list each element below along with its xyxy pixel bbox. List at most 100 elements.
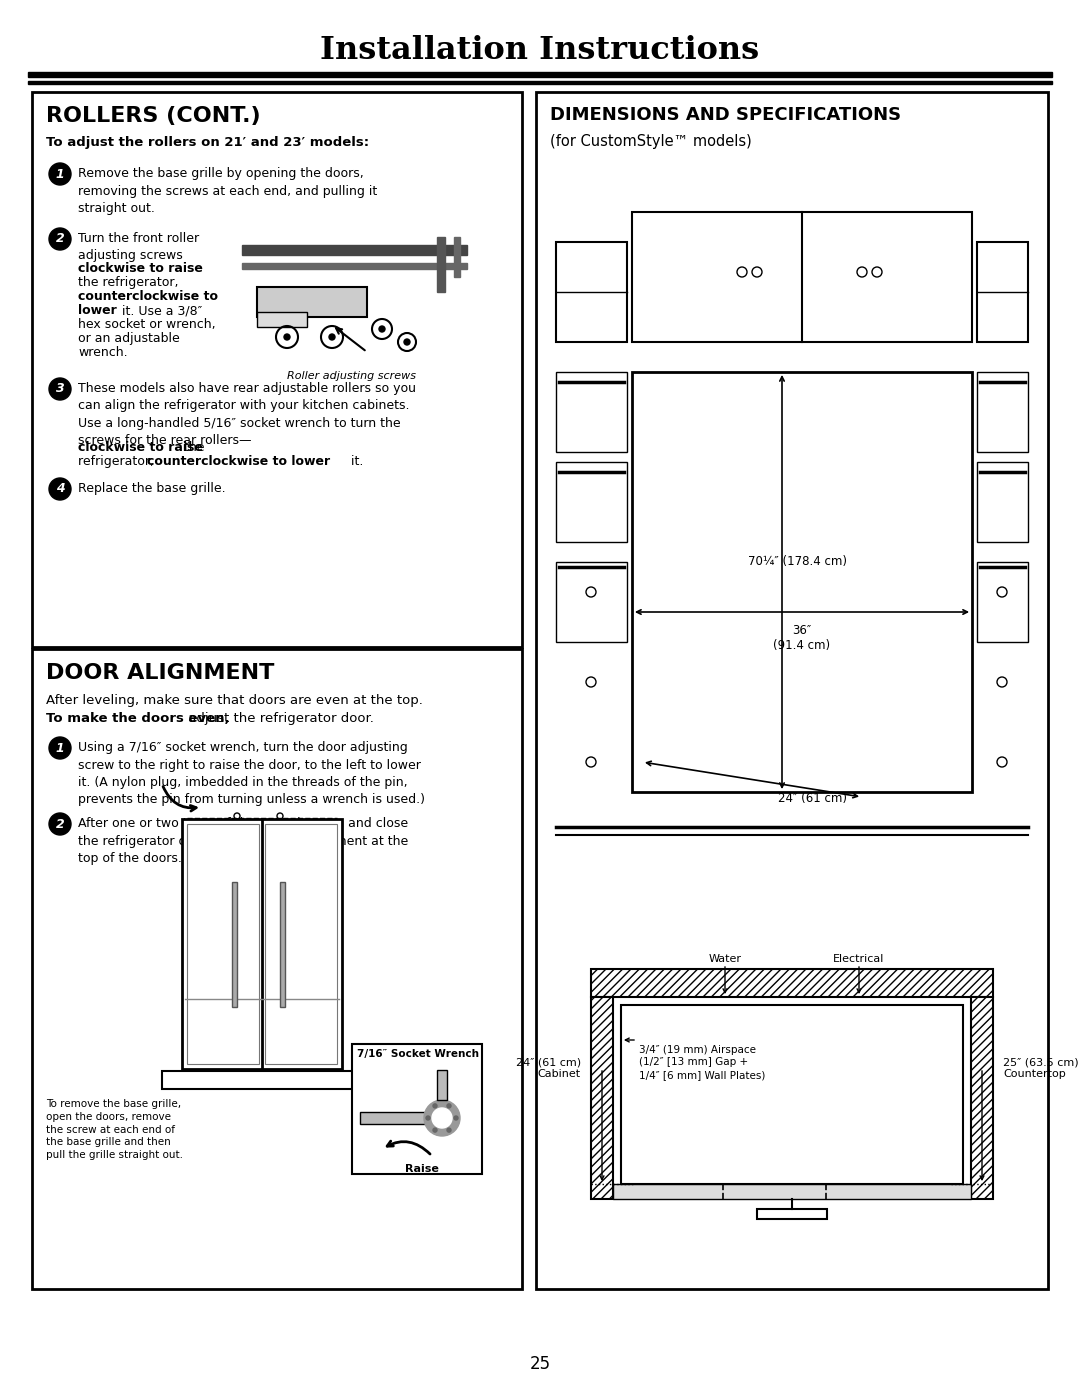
Text: the: the: [180, 441, 204, 454]
Text: Using a 7/16″ socket wrench, turn the door adjusting
screw to the right to raise: Using a 7/16″ socket wrench, turn the do…: [78, 740, 426, 806]
Bar: [280, 882, 285, 1007]
Text: 3/4″ (19 mm) Airspace
(1/2″ [13 mm] Gap +
1/4″ [6 mm] Wall Plates): 3/4″ (19 mm) Airspace (1/2″ [13 mm] Gap …: [639, 1045, 766, 1080]
Bar: [32, 92, 522, 647]
Text: Installation Instructions: Installation Instructions: [321, 35, 759, 66]
Bar: [591, 970, 993, 997]
Bar: [556, 562, 627, 643]
Text: DOOR ALIGNMENT: DOOR ALIGNMENT: [46, 664, 274, 683]
Circle shape: [424, 1099, 460, 1136]
Circle shape: [329, 334, 335, 339]
Text: Electrical: Electrical: [834, 954, 885, 964]
Text: These models also have rear adjustable rollers so you
can align the refrigerator: These models also have rear adjustable r…: [78, 381, 416, 447]
Text: 2: 2: [56, 232, 65, 246]
Bar: [977, 372, 1028, 453]
Text: 7/16″ Socket Wrench: 7/16″ Socket Wrench: [357, 1049, 480, 1059]
Bar: [632, 372, 972, 792]
Bar: [232, 882, 237, 1007]
Bar: [32, 650, 522, 1289]
Text: Remove the base grille by opening the doors,
removing the screws at each end, an: Remove the base grille by opening the do…: [78, 168, 377, 215]
Text: To adjust the rollers on 21′ and 23′ models:: To adjust the rollers on 21′ and 23′ mod…: [46, 136, 369, 149]
Text: or an adjustable: or an adjustable: [78, 332, 179, 345]
Text: hex socket or wrench,: hex socket or wrench,: [78, 319, 216, 331]
Text: 24″ (61 cm): 24″ (61 cm): [778, 792, 847, 805]
Bar: [242, 244, 467, 256]
Bar: [977, 462, 1028, 542]
Circle shape: [426, 1116, 430, 1120]
Text: 1: 1: [56, 742, 65, 754]
Bar: [360, 1112, 426, 1125]
Text: 2: 2: [56, 817, 65, 830]
Bar: [437, 237, 445, 292]
Bar: [28, 81, 1052, 84]
Text: the refrigerator,: the refrigerator,: [78, 277, 178, 289]
Text: 25: 25: [529, 1355, 551, 1373]
Circle shape: [447, 1104, 451, 1108]
Text: clockwise to raise: clockwise to raise: [78, 263, 203, 275]
Text: DIMENSIONS AND SPECIFICATIONS: DIMENSIONS AND SPECIFICATIONS: [550, 106, 901, 124]
Text: Turn the front roller
adjusting screws: Turn the front roller adjusting screws: [78, 232, 199, 263]
Text: clockwise to raise: clockwise to raise: [78, 441, 203, 454]
Text: (for CustomStyle™ models): (for CustomStyle™ models): [550, 134, 752, 149]
Text: Replace the base grille.: Replace the base grille.: [78, 482, 226, 495]
Text: 70¼″ (178.4 cm): 70¼″ (178.4 cm): [747, 556, 847, 569]
Text: To remove the base grille,
open the doors, remove
the screw at each end of
the b: To remove the base grille, open the door…: [46, 1099, 183, 1160]
Text: To make the doors even,: To make the doors even,: [46, 712, 230, 725]
Bar: [971, 997, 993, 1199]
Bar: [28, 73, 1052, 77]
Bar: [257, 286, 367, 317]
Circle shape: [432, 1108, 453, 1127]
Circle shape: [454, 1116, 458, 1120]
Text: ROLLERS (CONT.): ROLLERS (CONT.): [46, 106, 260, 126]
Bar: [437, 1070, 447, 1099]
Text: Roller adjusting screws: Roller adjusting screws: [287, 372, 416, 381]
Circle shape: [49, 163, 71, 184]
Circle shape: [49, 228, 71, 250]
Bar: [556, 462, 627, 542]
Text: After leveling, make sure that doors are even at the top.: After leveling, make sure that doors are…: [46, 694, 423, 707]
Circle shape: [284, 334, 291, 339]
Bar: [591, 997, 613, 1199]
Bar: [536, 92, 1048, 1289]
Bar: [977, 562, 1028, 643]
Text: wrench.: wrench.: [78, 346, 127, 359]
Bar: [237, 237, 492, 367]
Bar: [257, 312, 307, 327]
Bar: [242, 263, 467, 270]
Text: refrigerator,: refrigerator,: [78, 455, 158, 468]
Bar: [632, 212, 972, 342]
Text: lower: lower: [78, 305, 117, 317]
Text: adjust the refrigerator door.: adjust the refrigerator door.: [184, 712, 374, 725]
Circle shape: [379, 326, 384, 332]
Text: counterclockwise to lower: counterclockwise to lower: [147, 455, 330, 468]
Text: it. Use a 3/8″: it. Use a 3/8″: [118, 305, 202, 317]
Text: counterclockwise to: counterclockwise to: [78, 291, 218, 303]
Text: 1: 1: [56, 168, 65, 180]
Text: 25″ (63.5 cm)
Countertop: 25″ (63.5 cm) Countertop: [1003, 1058, 1079, 1078]
Text: it.: it.: [347, 455, 363, 468]
Bar: [454, 237, 460, 277]
Bar: [556, 242, 627, 342]
Circle shape: [49, 478, 71, 500]
Bar: [757, 1208, 827, 1220]
Bar: [265, 824, 337, 1065]
Text: 24″ (61 cm)
Cabinet: 24″ (61 cm) Cabinet: [516, 1058, 581, 1078]
Bar: [162, 1071, 362, 1090]
Circle shape: [49, 379, 71, 400]
Bar: [613, 1185, 971, 1199]
Bar: [187, 824, 259, 1065]
Text: 3: 3: [56, 383, 65, 395]
Circle shape: [447, 1129, 451, 1132]
Text: 36″
(91.4 cm): 36″ (91.4 cm): [773, 624, 831, 652]
Bar: [556, 372, 627, 453]
Text: After one or two turns of the wrench, open and close
the refrigerator door and c: After one or two turns of the wrench, op…: [78, 817, 408, 865]
Text: Raise: Raise: [405, 1164, 438, 1173]
Bar: [977, 242, 1028, 342]
Bar: [183, 819, 342, 1069]
Circle shape: [49, 738, 71, 759]
Circle shape: [49, 813, 71, 835]
Circle shape: [433, 1129, 437, 1132]
Text: Water: Water: [708, 954, 742, 964]
Circle shape: [404, 339, 410, 345]
Bar: [621, 1004, 963, 1185]
Text: 4: 4: [56, 482, 65, 496]
